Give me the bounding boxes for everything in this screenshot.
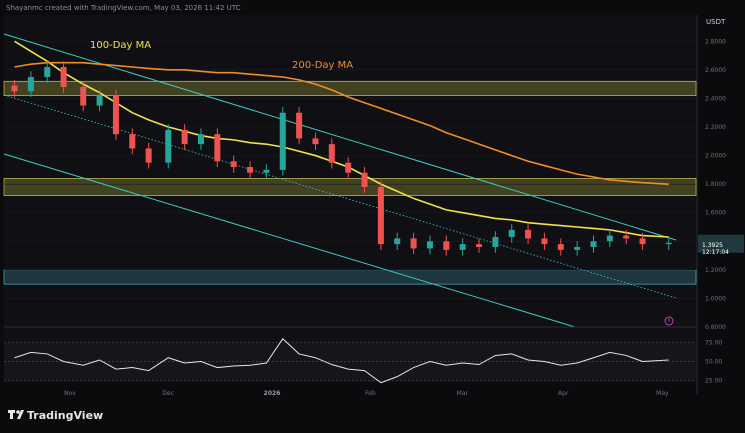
price-tick-3: 2.2000 [705,124,726,131]
rsi-line [14,338,669,384]
candlesticks [11,61,672,256]
candle-23 [394,238,401,245]
tradingview-logo-text: TradingView [27,409,103,422]
candle-8 [145,148,152,163]
time-tick-3: Feb [365,390,376,397]
price-tick-4: 2.0000 [705,153,726,160]
current-price-tag: 1.3925 12:17:04 [698,234,744,256]
rsi-tick-2: 25.00 [705,377,722,384]
candle-6 [112,95,119,135]
candle-33 [557,244,564,250]
ma200-label: 200-Day MA [292,60,353,71]
zone-2 [3,269,697,285]
candle-38 [639,238,646,245]
candle-32 [541,238,548,245]
price-tick-5: 1.8000 [705,181,726,188]
price-tick-9: 1.0000 [705,295,726,302]
candle-27 [459,244,466,250]
price-axis[interactable]: USDT 2.8000 2.6000 2.4000 2.2000 2.0000 1.800… [696,15,744,395]
candle-29 [492,237,499,247]
price-tick-0: 2.8000 [705,38,726,45]
candle-15 [263,169,270,173]
time-tick-5: Apr [558,390,569,397]
candle-14 [247,167,254,173]
candle-4 [80,87,87,106]
candle-31 [525,229,532,239]
candle-26 [443,241,450,250]
time-tick-0: Nov [64,390,76,397]
rsi-ticks: 75.00 50.00 25.00 [705,340,722,385]
rsi-tick-0: 75.00 [705,340,722,347]
candle-35 [590,241,597,247]
candle-9 [165,129,172,163]
candle-0 [11,85,18,92]
candle-countdown: 12:17:04 [702,249,729,256]
candle-34 [574,247,581,250]
candle-25 [426,241,433,249]
currency-label: USDT [706,18,726,26]
channel-lower [3,153,576,328]
candle-12 [214,134,221,162]
candle-11 [197,134,204,145]
candle-21 [361,172,368,187]
candle-19 [328,144,335,163]
candle-10 [181,129,188,145]
moving-averages [14,40,669,238]
candle-22 [377,187,384,245]
attribution-text: Shayanmc created with TradingView.com, M… [6,4,241,12]
plot-background [4,15,696,383]
tradingview-logo[interactable]: TradingView [8,409,103,422]
candle-36 [606,235,613,242]
candle-13 [230,161,237,167]
ma100-label: 100-Day MA [90,40,151,51]
candle-37 [623,235,630,239]
candle-18 [312,138,319,145]
candle-28 [476,244,483,247]
candle-39 [665,242,672,245]
current-price-tag-bg [698,234,744,253]
candle-20 [345,162,352,173]
ma-line-1 [14,61,669,185]
rsi-tick-1: 50.00 [705,359,722,366]
time-tick-4: Mar [457,390,469,397]
alert-icon[interactable] [664,316,674,326]
candle-17 [296,112,303,139]
time-axis[interactable]: Nov Dec 2026 Feb Mar Apr May [64,390,669,397]
price-tick-2: 2.4000 [705,95,726,102]
rsi-pane [4,338,696,384]
candle-1 [27,77,34,92]
candle-5 [96,95,103,106]
candle-3 [60,67,67,87]
support-resistance-zones [3,80,697,285]
time-tick-2: 2026 [264,390,281,397]
time-tick-1: Dec [162,390,174,397]
channel-upper [3,33,677,241]
tradingview-logo-icon [8,410,24,419]
ma-line-0 [14,40,669,238]
candle-7 [129,134,136,149]
price-tick-10: 0.8000 [705,324,726,331]
zone-1 [3,178,697,196]
candle-30 [508,229,515,237]
price-tick-6: 1.6000 [705,210,726,217]
time-tick-6: May [656,390,669,397]
zone-0 [3,80,697,96]
candle-24 [410,238,417,249]
price-tick-1: 2.6000 [705,67,726,74]
price-tick-8: 1.2000 [705,267,726,274]
current-price-value: 1.3925 [702,242,723,249]
candle-16 [279,112,286,170]
candle-2 [44,67,51,77]
